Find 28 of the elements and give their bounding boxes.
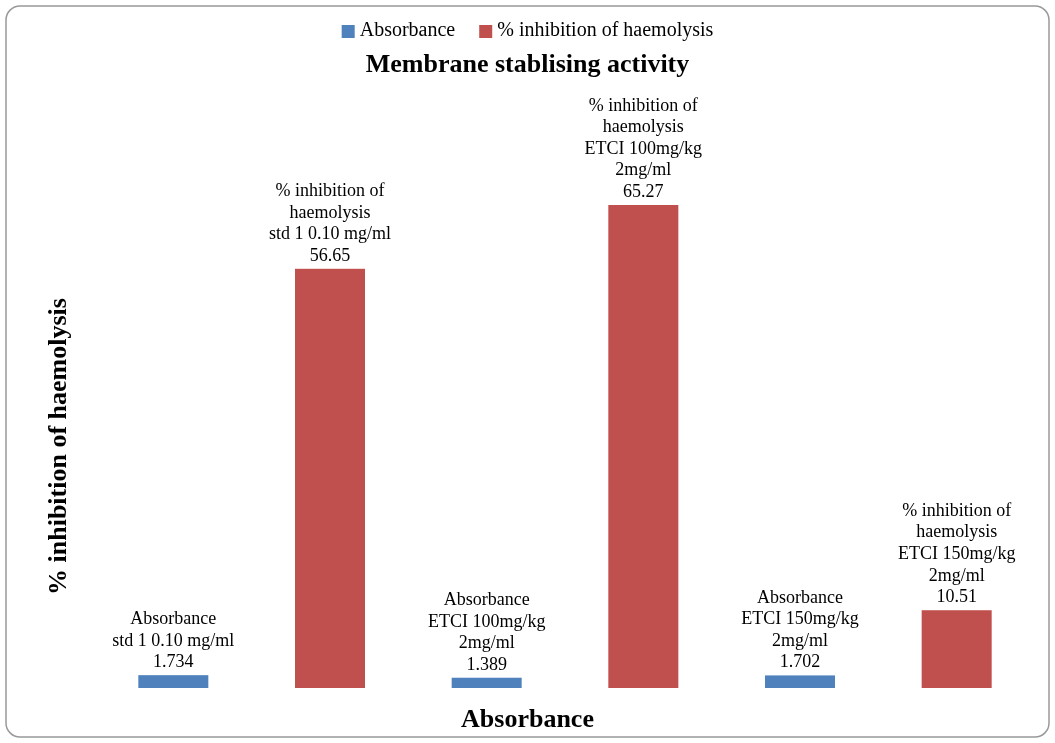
- legend-label: % inhibition of haemolysis: [497, 18, 714, 41]
- data-label: 56.65: [309, 244, 351, 265]
- x-tick-label: ETCI 100mg/kg 2mg/ml: [427, 610, 546, 653]
- text: % inhibition of haemolysis: [902, 499, 1012, 542]
- x-tick-label: ETCI 150mg/kg 2mg/ml: [741, 608, 859, 650]
- bar: [608, 205, 679, 688]
- x-tick-label: std 1 0.10 mg/ml: [112, 629, 235, 650]
- bar: [295, 268, 365, 688]
- chart-title: Membrane stablising activity: [365, 49, 690, 78]
- category-label: ETCI 100mg/kg 2mg/ml: [584, 137, 703, 180]
- data-label: 10.51: [936, 586, 977, 607]
- data-label: 65.27: [623, 181, 664, 201]
- bar: [138, 675, 209, 688]
- bar: [451, 677, 522, 688]
- bar: [921, 610, 992, 688]
- text: Absorbance: [757, 586, 843, 607]
- category-label: ETCI 150mg/kg 2mg/ml: [897, 543, 1016, 585]
- bar: [765, 675, 835, 688]
- data-label: 1.389: [466, 653, 507, 674]
- data-label: 1.734: [153, 651, 194, 672]
- text: Absorbance: [130, 607, 217, 628]
- text: % inhibition of haemolysis: [588, 94, 698, 137]
- y-axis-title: % inhibition of haemolysis: [43, 298, 72, 595]
- text: Absorbance: [443, 588, 530, 609]
- category-label: std 1 0.10 mg/ml: [268, 223, 392, 244]
- legend-label: Absorbance: [359, 18, 456, 40]
- x-axis-title: Absorbance: [461, 704, 594, 733]
- data-label: 1.702: [779, 651, 821, 672]
